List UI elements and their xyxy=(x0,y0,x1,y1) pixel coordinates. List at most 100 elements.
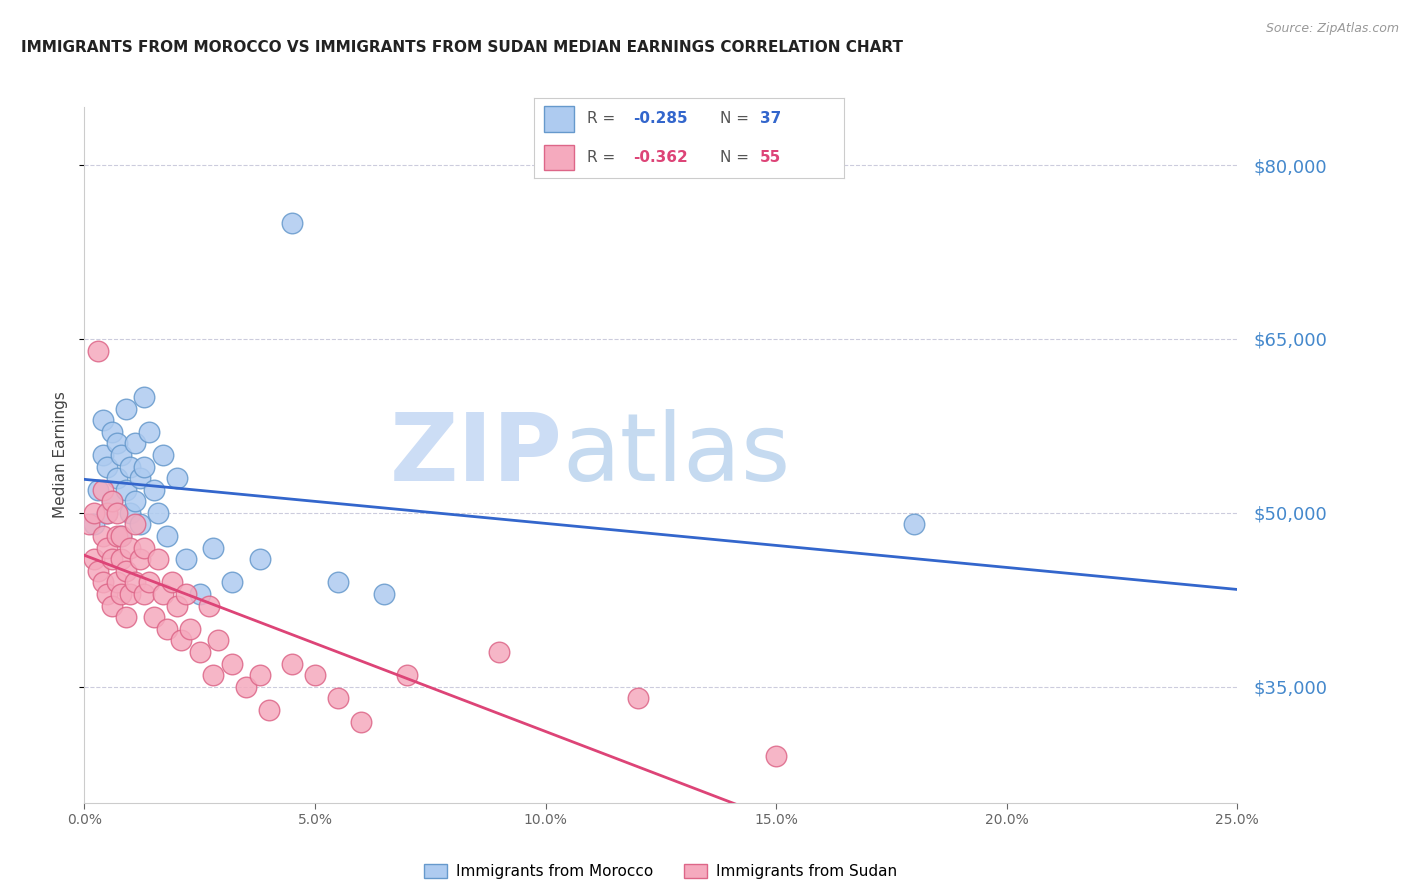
Text: -0.362: -0.362 xyxy=(633,150,688,165)
Point xyxy=(174,552,197,566)
Point xyxy=(350,714,373,729)
Point xyxy=(91,413,114,427)
Point xyxy=(101,494,124,508)
Point xyxy=(166,471,188,485)
Point xyxy=(128,552,150,566)
Point xyxy=(166,599,188,613)
Point xyxy=(281,216,304,230)
Point xyxy=(198,599,221,613)
Y-axis label: Median Earnings: Median Earnings xyxy=(53,392,69,518)
Point xyxy=(188,645,211,659)
Point xyxy=(202,541,225,555)
Point xyxy=(105,506,128,520)
Point xyxy=(235,680,257,694)
Point xyxy=(77,517,100,532)
Point xyxy=(142,610,165,624)
Point xyxy=(903,517,925,532)
Point xyxy=(120,541,142,555)
Point xyxy=(124,436,146,450)
Text: N =: N = xyxy=(720,112,754,127)
Point xyxy=(115,401,138,416)
Point xyxy=(281,657,304,671)
Point xyxy=(96,541,118,555)
Point xyxy=(101,599,124,613)
Point xyxy=(146,552,169,566)
Point xyxy=(83,552,105,566)
Point xyxy=(96,587,118,601)
Point xyxy=(326,575,349,590)
Point xyxy=(134,541,156,555)
FancyBboxPatch shape xyxy=(544,145,575,170)
Point xyxy=(249,668,271,682)
Point xyxy=(188,587,211,601)
FancyBboxPatch shape xyxy=(544,106,575,132)
Point xyxy=(138,425,160,439)
Point xyxy=(101,494,124,508)
Point xyxy=(179,622,201,636)
Point xyxy=(326,691,349,706)
Point xyxy=(101,425,124,439)
Point xyxy=(87,564,110,578)
Point xyxy=(87,343,110,358)
Point xyxy=(249,552,271,566)
Point xyxy=(120,506,142,520)
Point xyxy=(91,529,114,543)
Point xyxy=(142,483,165,497)
Point xyxy=(124,517,146,532)
Point xyxy=(96,506,118,520)
Point xyxy=(91,575,114,590)
Point xyxy=(110,587,132,601)
Point xyxy=(128,517,150,532)
Point xyxy=(396,668,419,682)
Point xyxy=(105,529,128,543)
Text: 37: 37 xyxy=(761,112,782,127)
Text: Source: ZipAtlas.com: Source: ZipAtlas.com xyxy=(1265,22,1399,36)
Point xyxy=(101,552,124,566)
Point xyxy=(115,564,138,578)
Point xyxy=(105,471,128,485)
Point xyxy=(124,575,146,590)
Point xyxy=(146,506,169,520)
Point xyxy=(152,587,174,601)
Point xyxy=(96,459,118,474)
Point xyxy=(174,587,197,601)
Point xyxy=(120,587,142,601)
Point xyxy=(156,622,179,636)
Point xyxy=(110,448,132,462)
Text: 55: 55 xyxy=(761,150,782,165)
Point xyxy=(110,529,132,543)
Point xyxy=(115,483,138,497)
Point xyxy=(488,645,510,659)
Text: IMMIGRANTS FROM MOROCCO VS IMMIGRANTS FROM SUDAN MEDIAN EARNINGS CORRELATION CHA: IMMIGRANTS FROM MOROCCO VS IMMIGRANTS FR… xyxy=(21,40,903,55)
Point xyxy=(91,448,114,462)
Point xyxy=(83,517,105,532)
Point xyxy=(221,657,243,671)
Point xyxy=(110,529,132,543)
Point xyxy=(91,483,114,497)
Point xyxy=(138,575,160,590)
Point xyxy=(96,506,118,520)
Point xyxy=(202,668,225,682)
Point xyxy=(83,506,105,520)
Point xyxy=(160,575,183,590)
Point xyxy=(120,459,142,474)
Point xyxy=(124,494,146,508)
Point xyxy=(373,587,395,601)
Text: -0.285: -0.285 xyxy=(633,112,688,127)
Point xyxy=(87,483,110,497)
Point xyxy=(170,633,193,648)
Legend: Immigrants from Morocco, Immigrants from Sudan: Immigrants from Morocco, Immigrants from… xyxy=(418,858,904,886)
Text: N =: N = xyxy=(720,150,754,165)
Point xyxy=(115,610,138,624)
Point xyxy=(765,749,787,764)
Text: R =: R = xyxy=(586,150,620,165)
Text: ZIP: ZIP xyxy=(389,409,562,501)
Text: R =: R = xyxy=(586,112,620,127)
Point xyxy=(156,529,179,543)
Point xyxy=(105,436,128,450)
Point xyxy=(128,471,150,485)
Point xyxy=(105,575,128,590)
Point xyxy=(152,448,174,462)
Point xyxy=(304,668,326,682)
Text: atlas: atlas xyxy=(562,409,792,501)
